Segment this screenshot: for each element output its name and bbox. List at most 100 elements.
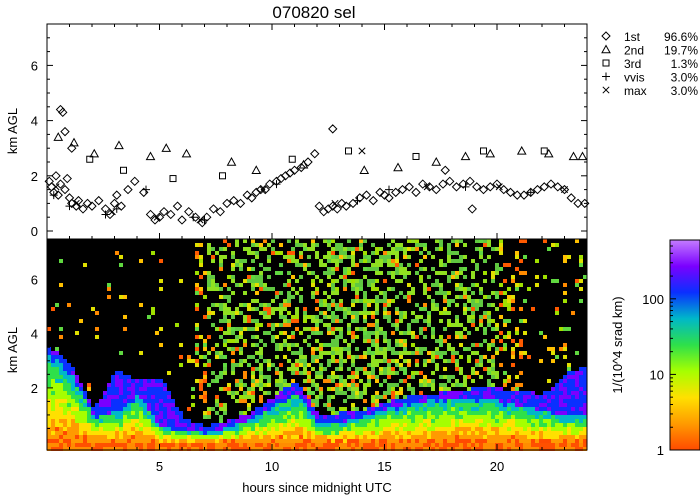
heatmap-cell: [159, 327, 163, 331]
heatmap-cell: [67, 439, 71, 443]
heatmap-cell: [467, 315, 471, 319]
heatmap-cell: [59, 431, 63, 435]
heatmap-cell: [207, 311, 211, 315]
heatmap-cell: [63, 419, 67, 423]
heatmap-cell: [115, 439, 119, 443]
heatmap-cell: [443, 419, 447, 423]
heatmap-cell: [143, 431, 147, 435]
heatmap-cell: [391, 423, 395, 427]
heatmap-cell: [531, 419, 535, 423]
heatmap-cell: [395, 263, 399, 267]
heatmap-cell: [463, 243, 467, 247]
heatmap-cell: [423, 335, 427, 339]
heatmap-cell: [67, 371, 71, 375]
heatmap-cell: [583, 435, 587, 439]
heatmap-cell: [407, 443, 411, 447]
heatmap-cell: [323, 303, 327, 307]
legend-marker-max: [602, 86, 610, 94]
heatmap-cell: [447, 275, 451, 279]
heatmap-cell: [311, 439, 315, 443]
heatmap-cell: [523, 443, 527, 447]
heatmap-cell: [331, 375, 335, 379]
heatmap-cell: [303, 315, 307, 319]
heatmap-cell: [311, 283, 315, 287]
heatmap-cell: [375, 363, 379, 367]
point-max: [358, 147, 366, 155]
heatmap-cell: [555, 431, 559, 435]
heatmap-cell: [571, 387, 575, 391]
heatmap-cell: [483, 239, 487, 243]
heatmap-cell: [547, 347, 551, 351]
heatmap-cell: [239, 379, 243, 383]
heatmap-cell: [543, 447, 547, 451]
heatmap-cell: [351, 395, 355, 399]
heatmap-cell: [255, 367, 259, 371]
heatmap-cell: [383, 335, 387, 339]
heatmap-cell: [487, 439, 491, 443]
heatmap-cell: [315, 299, 319, 303]
heatmap-cell: [491, 275, 495, 279]
heatmap-cell: [207, 243, 211, 247]
heatmap-cell: [267, 303, 271, 307]
heatmap-cell: [507, 263, 511, 267]
heatmap-cell: [451, 375, 455, 379]
heatmap-cell: [427, 379, 431, 383]
heatmap-cell: [287, 259, 291, 263]
heatmap-cell: [539, 431, 543, 435]
heatmap-cell: [551, 391, 555, 395]
heatmap-cell: [331, 351, 335, 355]
heatmap-cell: [395, 391, 399, 395]
heatmap-cell: [491, 291, 495, 295]
heatmap-cell: [527, 407, 531, 411]
heatmap-cell: [387, 343, 391, 347]
heatmap-cell: [471, 439, 475, 443]
heatmap-cell: [479, 427, 483, 431]
heatmap-cell: [499, 431, 503, 435]
heatmap-cell: [439, 335, 443, 339]
heatmap-cell: [483, 403, 487, 407]
heatmap-cell: [399, 423, 403, 427]
heatmap-cell: [255, 307, 259, 311]
heatmap-cell: [463, 415, 467, 419]
point-2nd: [226, 156, 237, 166]
heatmap-cell: [479, 251, 483, 255]
heatmap-cell: [71, 423, 75, 427]
heatmap-cell: [391, 347, 395, 351]
heatmap-cell: [243, 339, 247, 343]
heatmap-cell: [47, 447, 51, 451]
heatmap-cell: [579, 375, 583, 379]
heatmap-cell: [159, 403, 163, 407]
heatmap-cell: [387, 363, 391, 367]
heatmap-cell: [391, 447, 395, 451]
point-1st: [355, 193, 365, 203]
heatmap-cell: [519, 307, 523, 311]
point-1st: [438, 179, 448, 189]
heatmap-cell: [359, 239, 363, 243]
heatmap-cell: [155, 403, 159, 407]
heatmap-cell: [463, 379, 467, 383]
heatmap-cell: [391, 427, 395, 431]
heatmap-cell: [223, 343, 227, 347]
heatmap-cell: [251, 375, 255, 379]
heatmap-cell: [239, 267, 243, 271]
heatmap-cell: [279, 427, 283, 431]
heatmap-cell: [519, 283, 523, 287]
heatmap-cell: [531, 427, 535, 431]
point-1st: [539, 182, 549, 192]
heatmap-cell: [379, 291, 383, 295]
heatmap-cell: [567, 383, 571, 387]
heatmap-cell: [455, 419, 459, 423]
heatmap-cell: [463, 327, 467, 331]
heatmap-cell: [343, 271, 347, 275]
heatmap-cell: [423, 403, 427, 407]
heatmap-cell: [499, 411, 503, 415]
heatmap-cell: [371, 403, 375, 407]
heatmap-cell: [511, 447, 515, 451]
heatmap-cell: [523, 415, 527, 419]
heatmap-cell: [563, 355, 567, 359]
heatmap-cell: [327, 251, 331, 255]
heatmap-cell: [487, 435, 491, 439]
heatmap-cell: [471, 315, 475, 319]
heatmap-cell: [571, 427, 575, 431]
heatmap-cell: [83, 399, 87, 403]
